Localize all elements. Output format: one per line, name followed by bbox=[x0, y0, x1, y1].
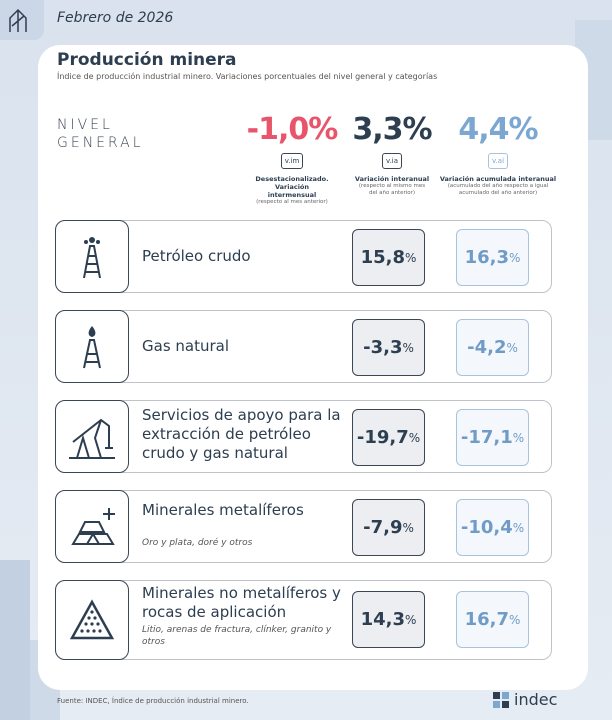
row-label: Minerales metalíferos bbox=[142, 501, 304, 519]
row-icon bbox=[55, 220, 129, 293]
unit: % bbox=[402, 520, 414, 535]
row-icon bbox=[55, 310, 129, 383]
row-label: Servicios de apoyo para la extracción de… bbox=[142, 406, 341, 462]
icon bbox=[83, 236, 101, 278]
icon bbox=[9, 8, 27, 32]
unit: % bbox=[512, 520, 525, 535]
icon bbox=[71, 507, 115, 545]
note: (respecto al mes anterior) bbox=[256, 199, 328, 205]
note: (respecto al mismo mes del año anterior) bbox=[358, 183, 426, 196]
date: Febrero de 2026 bbox=[57, 10, 174, 26]
title: Producción minera bbox=[57, 50, 237, 70]
value-box: -19,7% bbox=[352, 409, 425, 466]
value: -17,1 bbox=[460, 427, 513, 448]
row-label: Petróleo crudo bbox=[142, 247, 251, 265]
unit: % bbox=[405, 250, 417, 265]
icon bbox=[69, 599, 115, 640]
indicator: -1,0% v.im Desestacionalizado. Variación… bbox=[232, 112, 352, 206]
unit: % bbox=[512, 430, 525, 445]
icon bbox=[69, 418, 115, 459]
row-detail: Litio, arenas de fractura, clínker, gran… bbox=[142, 625, 332, 647]
row-icon bbox=[55, 400, 129, 473]
value-box: -17,1% bbox=[456, 409, 529, 466]
category-row: Gas natural -3,3% -4,2% bbox=[55, 310, 552, 383]
caption: Variación acumulada interanual bbox=[439, 175, 557, 183]
indicator-value: -1,0% bbox=[246, 112, 339, 147]
subtitle: Índice de producción industrial minero. … bbox=[57, 72, 438, 81]
value-box: -7,9% bbox=[352, 499, 425, 556]
value-box: -4,2% bbox=[456, 319, 529, 376]
value-box: 16,7% bbox=[456, 591, 529, 648]
value: 14,3 bbox=[360, 609, 405, 630]
value: -19,7 bbox=[356, 427, 409, 448]
row-label: Gas natural bbox=[142, 337, 230, 355]
category-row: Servicios de apoyo para la extracción de… bbox=[55, 400, 552, 473]
logo-text: indec bbox=[514, 690, 558, 709]
category-row: Minerales metalíferos Oro y plata, doré … bbox=[55, 490, 552, 563]
category-row: Petróleo crudo 15,8% 16,3% bbox=[55, 220, 552, 293]
indicator-value: 4,4% bbox=[458, 112, 538, 147]
caption: Desestacionalizado. Variación intermensu… bbox=[255, 175, 329, 199]
icon bbox=[83, 325, 101, 368]
unit: % bbox=[509, 612, 521, 627]
indicator-value: 3,3% bbox=[352, 112, 432, 147]
general-label: NIVEL GENERAL bbox=[57, 117, 144, 151]
badge: v.ia bbox=[381, 153, 403, 169]
logo-icon bbox=[493, 691, 509, 708]
value: -7,9 bbox=[363, 517, 403, 538]
value-box: -3,3% bbox=[352, 319, 425, 376]
unit: % bbox=[408, 430, 421, 445]
row-label: Minerales no metalíferos y rocas de apli… bbox=[142, 584, 341, 621]
logo: indec bbox=[492, 690, 557, 709]
unit: % bbox=[405, 612, 417, 627]
value: 15,8 bbox=[360, 247, 405, 268]
value-box: 16,3% bbox=[456, 229, 529, 286]
value-box: -10,4% bbox=[456, 499, 529, 556]
note: (acumulado del año respecto a igual acum… bbox=[447, 183, 549, 196]
value-box: 14,3% bbox=[352, 591, 425, 648]
value-box: 15,8% bbox=[352, 229, 425, 286]
badge: v.im bbox=[280, 153, 304, 169]
unit: % bbox=[506, 340, 518, 355]
value: -4,2 bbox=[467, 337, 507, 358]
value: 16,7 bbox=[464, 609, 509, 630]
caption: Variación interanual bbox=[354, 175, 430, 183]
decoration bbox=[0, 560, 30, 720]
value: -3,3 bbox=[363, 337, 403, 358]
row-icon bbox=[55, 580, 129, 660]
source: Fuente: INDEC, Índice de producción indu… bbox=[57, 697, 249, 705]
category-row: Minerales no metalíferos y rocas de apli… bbox=[55, 580, 552, 660]
value: 16,3 bbox=[464, 247, 509, 268]
header-icon bbox=[0, 0, 44, 40]
indicator: 3,3% v.ia Variación interanual (respecto… bbox=[332, 112, 452, 197]
badge: v.ai bbox=[487, 153, 509, 169]
row-detail: Oro y plata, doré y otros bbox=[142, 538, 253, 548]
value: -10,4 bbox=[460, 517, 513, 538]
indicator: 4,4% v.ai Variación acumulada interanual… bbox=[438, 112, 558, 197]
unit: % bbox=[402, 340, 414, 355]
unit: % bbox=[509, 250, 521, 265]
row-icon bbox=[55, 490, 129, 563]
